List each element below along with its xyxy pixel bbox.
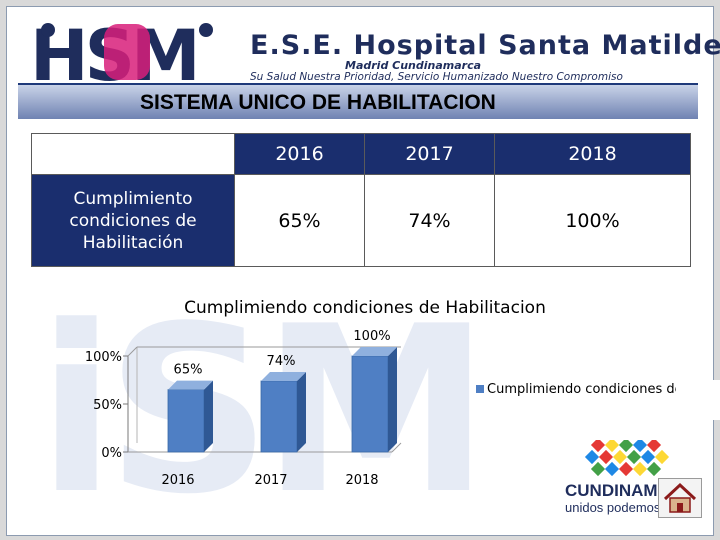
- home-button[interactable]: [658, 478, 702, 518]
- habilitacion-table: 2016 2017 2018 Cumplimiento condiciones …: [31, 133, 691, 267]
- bar-2016: [167, 389, 205, 453]
- bar-2018: [351, 355, 389, 453]
- home-icon: [663, 482, 697, 513]
- bar-side: [204, 380, 213, 452]
- bar-top: [168, 380, 213, 390]
- data-label: 65%: [174, 363, 203, 378]
- legend-text: Cumplimiendo condiciones de Habilitacion: [487, 382, 720, 397]
- title-banner: [18, 83, 698, 119]
- table-cell: 74%: [364, 174, 495, 267]
- year-header: 2018: [494, 133, 691, 175]
- row-label: Cumplimiento condiciones de Habilitación: [31, 174, 235, 267]
- table-cell: 100%: [494, 174, 691, 267]
- table-row: Cumplimiento condiciones de Habilitación…: [31, 174, 691, 267]
- legend-swatch: [476, 385, 484, 393]
- table-cell: 65%: [234, 174, 365, 267]
- data-label: 100%: [353, 329, 390, 344]
- y-tick-label: 100%: [85, 350, 122, 365]
- data-label: 74%: [267, 354, 296, 369]
- hsm-logo: HSM: [30, 18, 213, 88]
- hospital-name: E.S.E. Hospital Santa Matilde: [250, 30, 720, 61]
- cundinamarca-pattern-icon: [584, 440, 670, 477]
- hospital-subtitle: Madrid Cundinamarca: [345, 59, 482, 72]
- bar-top: [261, 371, 306, 381]
- hospital-motto: Su Salud Nuestra Prioridad, Servicio Hum…: [250, 71, 623, 83]
- bar-side: [388, 347, 397, 452]
- axis-frame: [127, 346, 138, 357]
- y-tick-label: 50%: [93, 398, 122, 413]
- bar-side: [297, 371, 306, 452]
- y-tick-label: 0%: [101, 446, 122, 461]
- x-tick-label: 2018: [345, 473, 378, 488]
- banner-title: SISTEMA UNICO DE HABILITACION: [140, 91, 496, 114]
- axis-frame: [391, 442, 402, 453]
- bar-top: [352, 347, 397, 356]
- chart-title: Cumplimiendo condiciones de Habilitacion: [184, 298, 546, 318]
- x-tick-label: 2016: [161, 473, 194, 488]
- x-tick-label: 2017: [254, 473, 287, 488]
- bar-2017: [260, 380, 298, 453]
